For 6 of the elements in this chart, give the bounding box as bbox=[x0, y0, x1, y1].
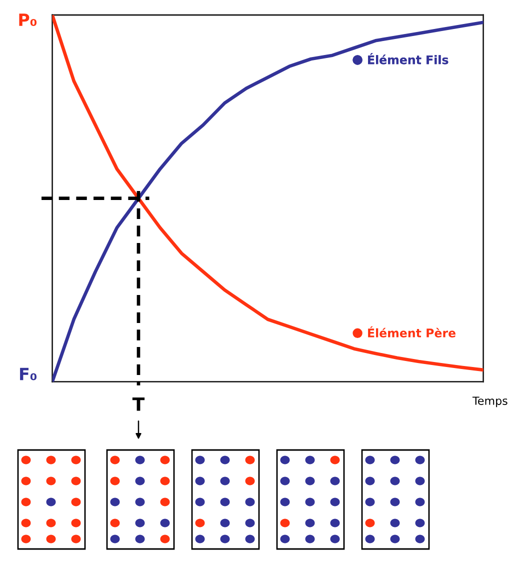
legend-label: Élément Fils bbox=[368, 53, 448, 64]
x-axis-title: Temps bbox=[472, 396, 508, 408]
text: P₀ bbox=[19, 14, 37, 26]
legend-label: Élément Père bbox=[368, 326, 456, 338]
text: F₀ bbox=[20, 368, 37, 380]
ref-line-label: T bbox=[132, 398, 145, 411]
